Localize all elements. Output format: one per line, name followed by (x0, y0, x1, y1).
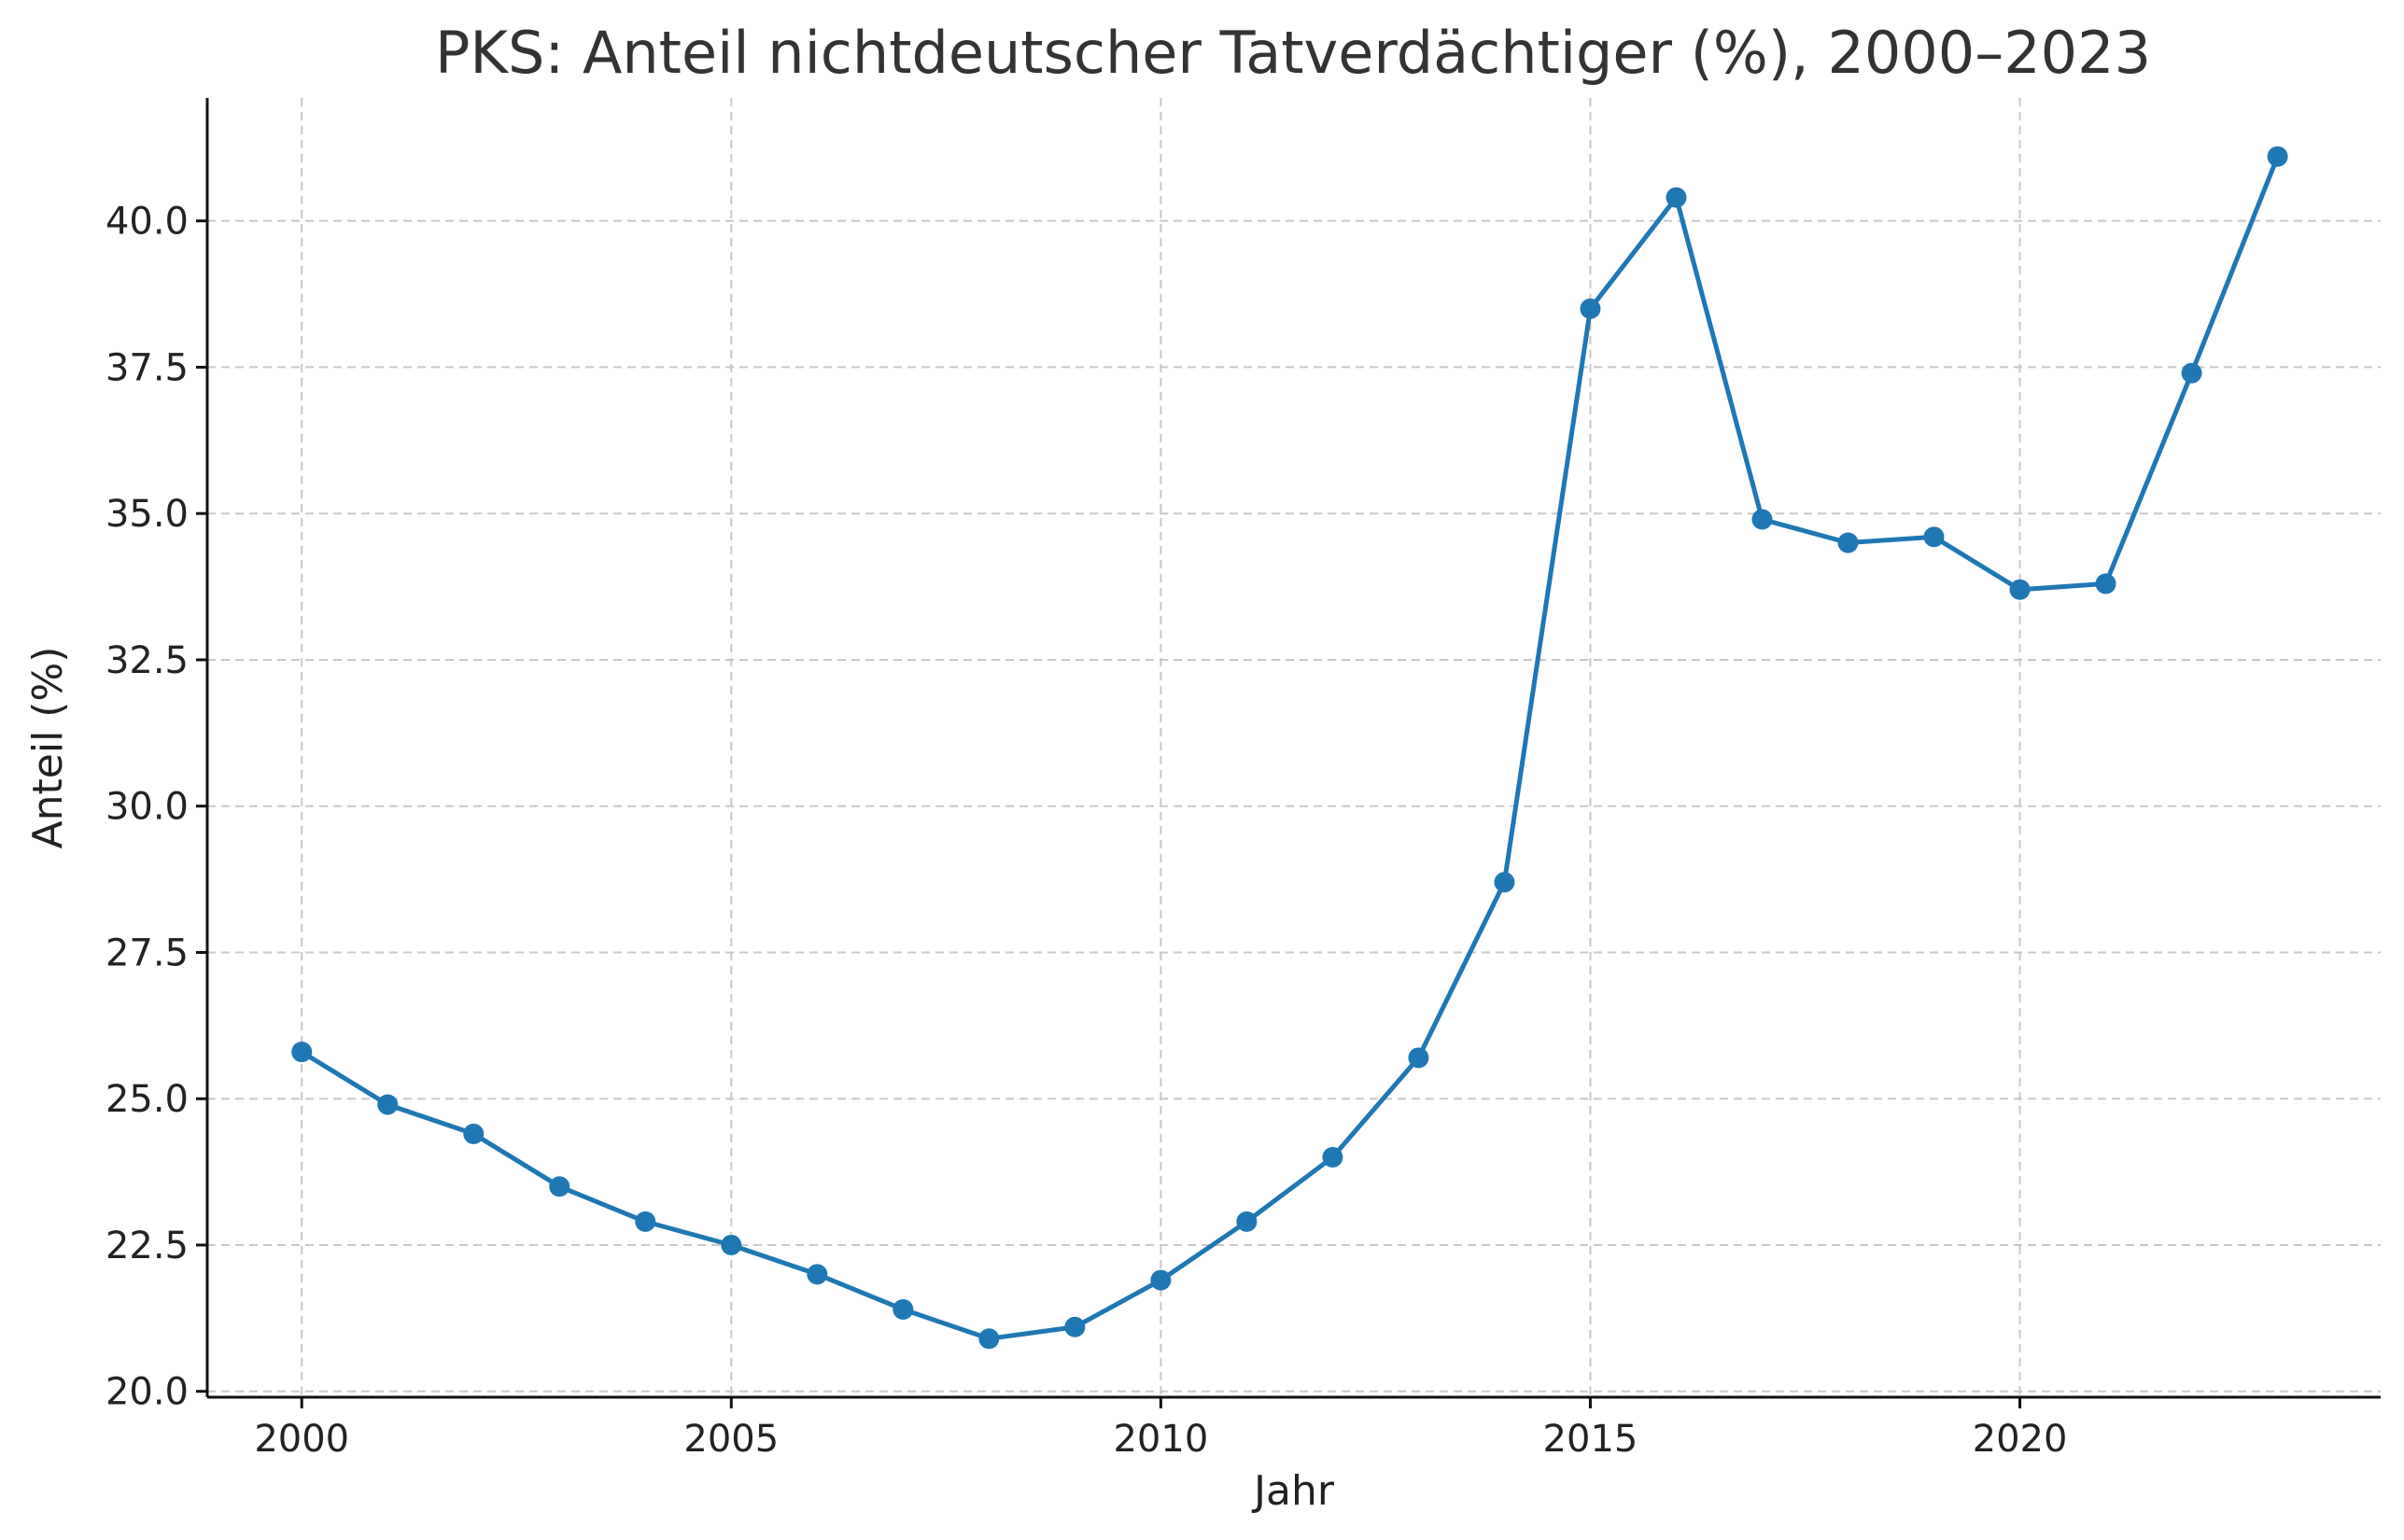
chart-title: PKS: Anteil nichtdeutscher Tatverdächtig… (435, 19, 2151, 87)
y-tick-label: 35.0 (105, 493, 189, 536)
data-point (549, 1176, 570, 1197)
axes-spines (205, 98, 2381, 1399)
data-point (635, 1211, 656, 1232)
y-tick-label: 25.0 (105, 1078, 189, 1121)
y-tick-label: 37.5 (105, 346, 189, 389)
data-point (2095, 573, 2116, 595)
y-axis-label: Anteil (%) (24, 647, 72, 849)
series-line (300, 155, 2280, 1341)
x-tick-label: 2010 (1113, 1418, 1208, 1461)
data-point (2181, 362, 2202, 384)
data-point (1064, 1316, 1086, 1337)
data-point (463, 1123, 485, 1144)
data-point (1580, 298, 1601, 319)
x-tick-label: 2020 (1973, 1418, 2068, 1461)
data-point (2267, 146, 2288, 167)
data-point (377, 1094, 399, 1115)
y-tick-label: 20.0 (105, 1371, 189, 1414)
data-point (1236, 1211, 1258, 1232)
data-point (2009, 579, 2031, 600)
x-tick-label: 2015 (1543, 1418, 1638, 1461)
x-axis-label: Jahr (1251, 1467, 1335, 1515)
data-point (1923, 526, 1945, 548)
y-tick-label: 32.5 (105, 639, 189, 682)
data-point (1408, 1047, 1429, 1069)
data-point (978, 1328, 1000, 1350)
data-point (1322, 1146, 1343, 1168)
data-point (1494, 872, 1515, 893)
data-point (1837, 532, 1859, 553)
x-tick-label: 2005 (683, 1418, 779, 1461)
y-tick-label: 22.5 (105, 1225, 189, 1267)
data-point (1150, 1269, 1172, 1291)
data-point (1751, 509, 1773, 530)
y-tick-label: 27.5 (105, 931, 189, 974)
data-point (291, 1042, 313, 1063)
data-point (807, 1264, 828, 1285)
x-tick-label: 2000 (254, 1418, 349, 1461)
y-tick-label: 30.0 (105, 786, 189, 829)
grid-lines (207, 98, 2381, 1397)
data-point (721, 1234, 742, 1255)
data-series (291, 146, 2288, 1350)
data-point (893, 1298, 914, 1320)
y-tick-label: 40.0 (105, 201, 189, 244)
axis-ticks: 2000 2005 2010 2015 2020 20.0 22.5 25.0 27.5 30.0… (105, 201, 2067, 1461)
data-point (1666, 187, 1687, 208)
